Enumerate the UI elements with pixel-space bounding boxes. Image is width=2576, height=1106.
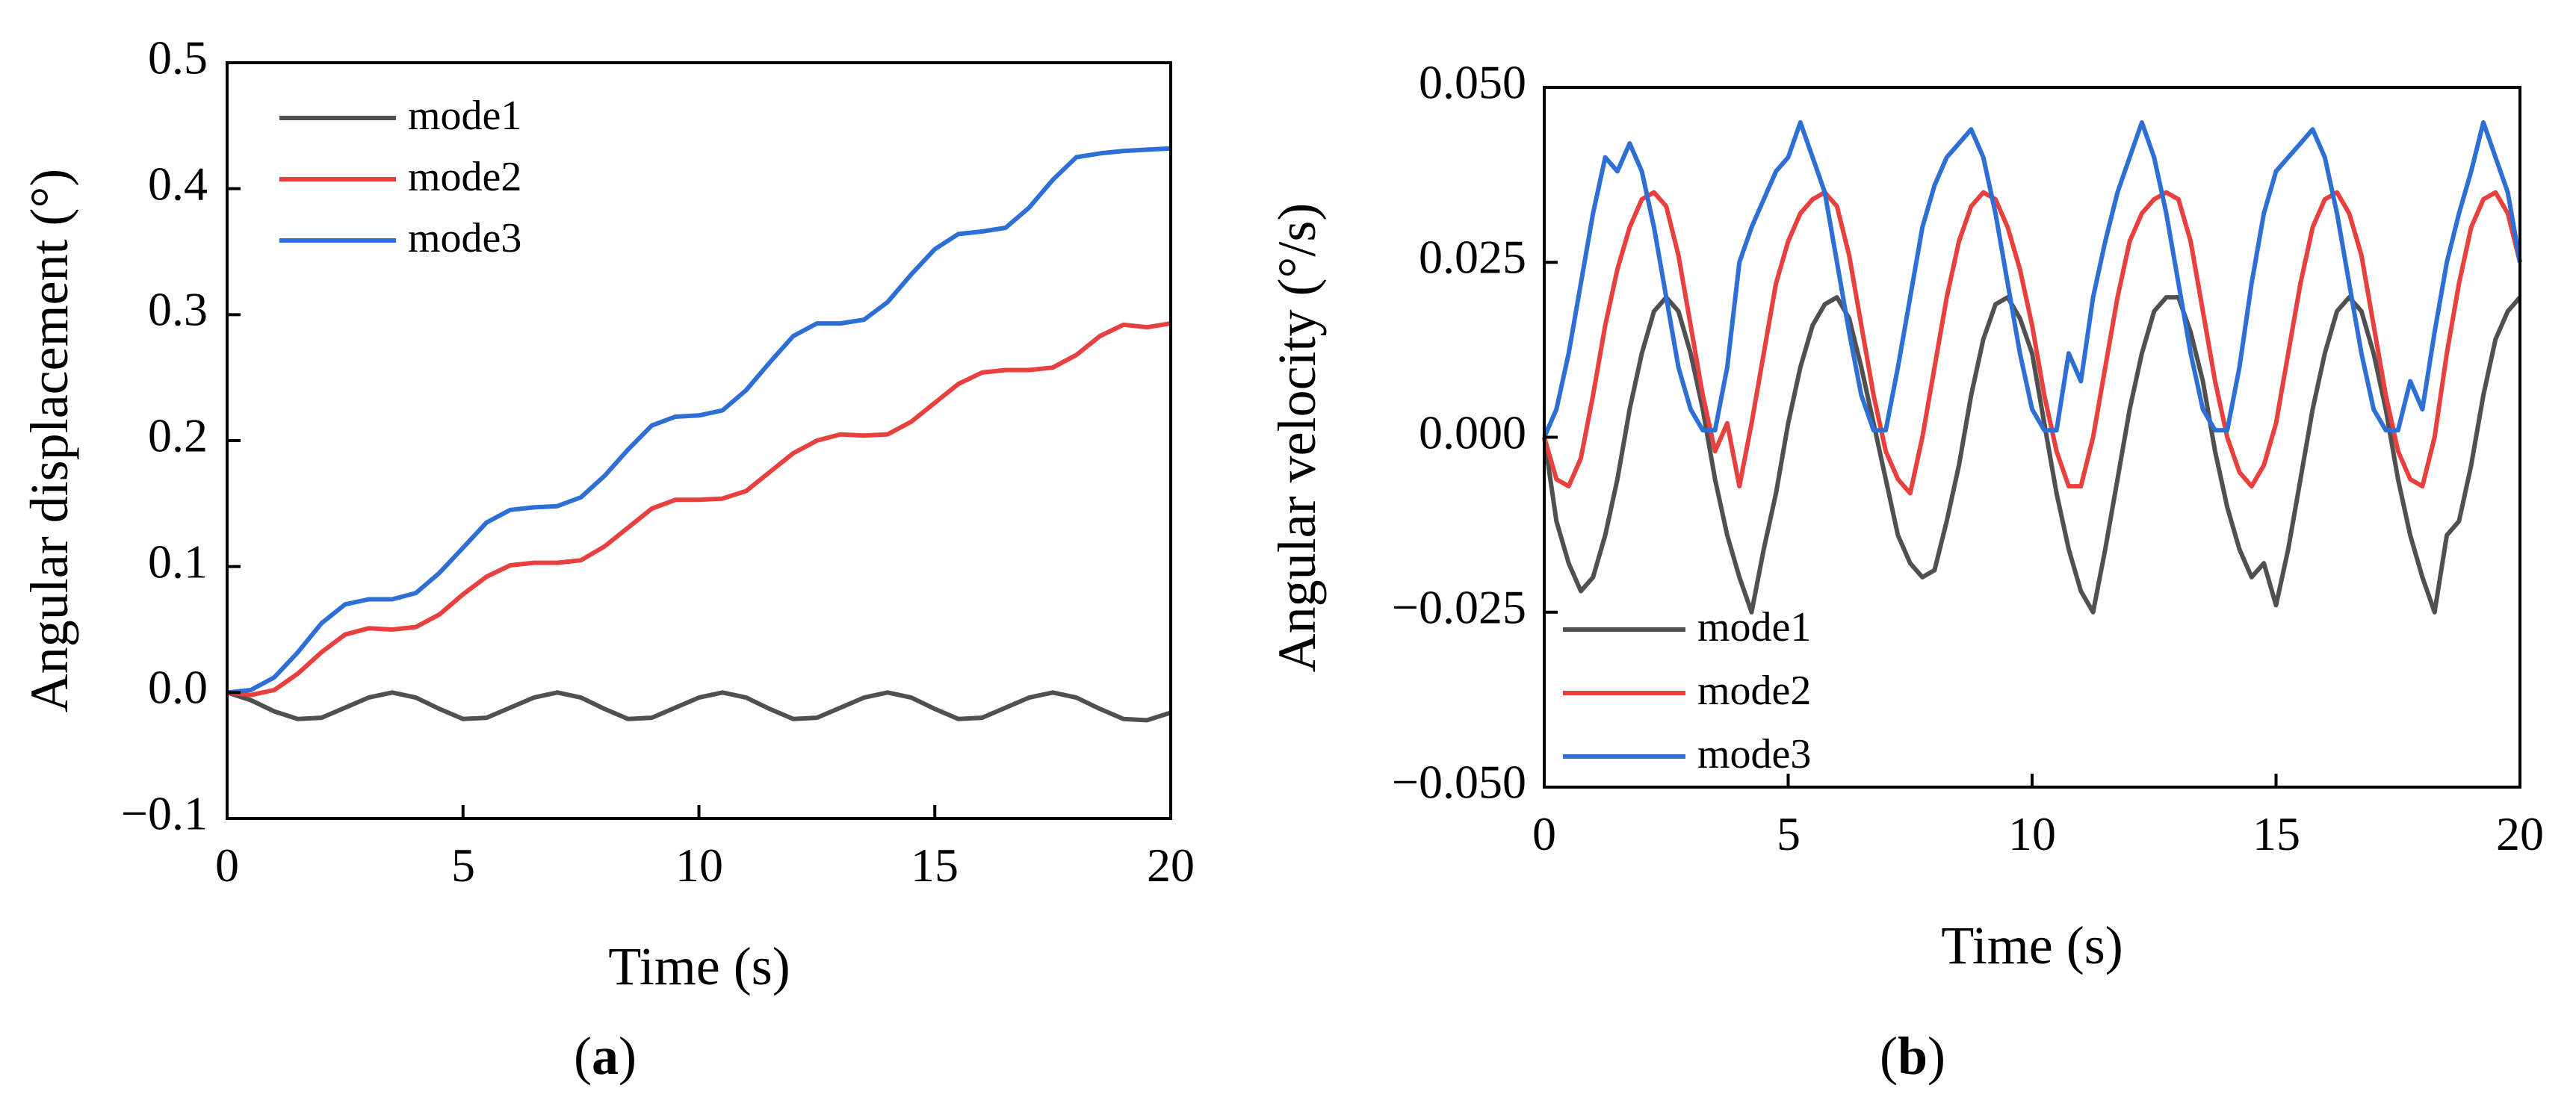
chart-b: −0.050 −0.025 0.000 0.025 0.050 0 5 10 1… [1267,56,2544,1086]
chart-b-ytick-label: −0.050 [1392,756,1526,809]
chart-a: −0.1 0.0 0.1 0.2 0.3 0.4 0.5 0 5 10 15 2… [19,31,1195,1086]
chart-a-ytick-label: 0.2 [148,409,208,462]
chart-b-xaxis-title: Time (s) [1941,916,2123,975]
chart-a-ytick-label: 0.1 [148,535,208,588]
chart-b-ytick-label: −0.025 [1392,581,1526,634]
chart-a-legend-label-mode2: mode2 [408,154,521,200]
chart-a-plot-frame [226,61,1172,820]
chart-a-legend-label-mode1: mode1 [408,93,521,139]
chart-b-xtick-label: 20 [2496,807,2544,860]
chart-b-ytick-label: 0.000 [1419,406,1526,459]
chart-b-series-layer [1542,119,2522,615]
chart-a-xtick-label: 10 [675,839,723,892]
chart-a-xtick-label: 5 [451,839,475,892]
chart-a-yaxis-title: Angular displacement (°) [19,169,79,713]
chart-a-series-mode2 [226,321,1171,698]
chart-a-series-mode1 [226,690,1171,723]
chart-a-panel-label: (a) [574,1026,637,1086]
chart-a-xtick-label: 0 [215,839,239,892]
chart-a-xtick-label: 15 [911,839,959,892]
chart-a-xaxis-title: Time (s) [608,936,790,996]
chart-b-xtick-label: 0 [1532,807,1556,860]
chart-b-legend: mode1 mode2 mode3 [1563,604,1811,777]
chart-a-ytick-label: −0.1 [121,787,208,840]
chart-b-yaxis-title: Angular velocity (°/s) [1267,203,1327,673]
chart-b-series-mode1 [1542,295,2522,615]
chart-a-tick-marks [226,61,1172,820]
chart-b-panel-label: (b) [1880,1026,1945,1086]
chart-a-series-layer [226,146,1171,723]
chart-a-ytick-label: 0.3 [148,283,208,336]
chart-b-xtick-label: 15 [2253,807,2300,860]
chart-b-xtick-label: 5 [1777,807,1801,860]
chart-a-legend-label-mode3: mode3 [408,215,521,261]
chart-a-legend: mode1 mode2 mode3 [279,93,521,261]
chart-b-ytick-label: 0.050 [1419,56,1526,109]
chart-b-series-mode3 [1542,119,2522,438]
chart-b-legend-label-mode1: mode1 [1697,604,1811,650]
chart-b-xtick-label: 10 [2008,807,2056,860]
chart-a-ytick-label: 0.4 [148,158,208,211]
chart-b-series-mode2 [1542,190,2522,496]
chart-b-legend-label-mode3: mode3 [1697,731,1811,777]
chart-a-xtick-label: 20 [1147,839,1195,892]
chart-a-ytick-label: 0.0 [148,661,208,714]
chart-a-ytick-label: 0.5 [148,31,208,84]
chart-b-plot-frame [1543,86,2521,789]
chart-b-tick-marks [1543,86,2521,789]
chart-b-legend-label-mode2: mode2 [1697,668,1811,714]
chart-a-series-mode3 [226,146,1171,695]
chart-b-ytick-label: 0.025 [1419,231,1526,284]
